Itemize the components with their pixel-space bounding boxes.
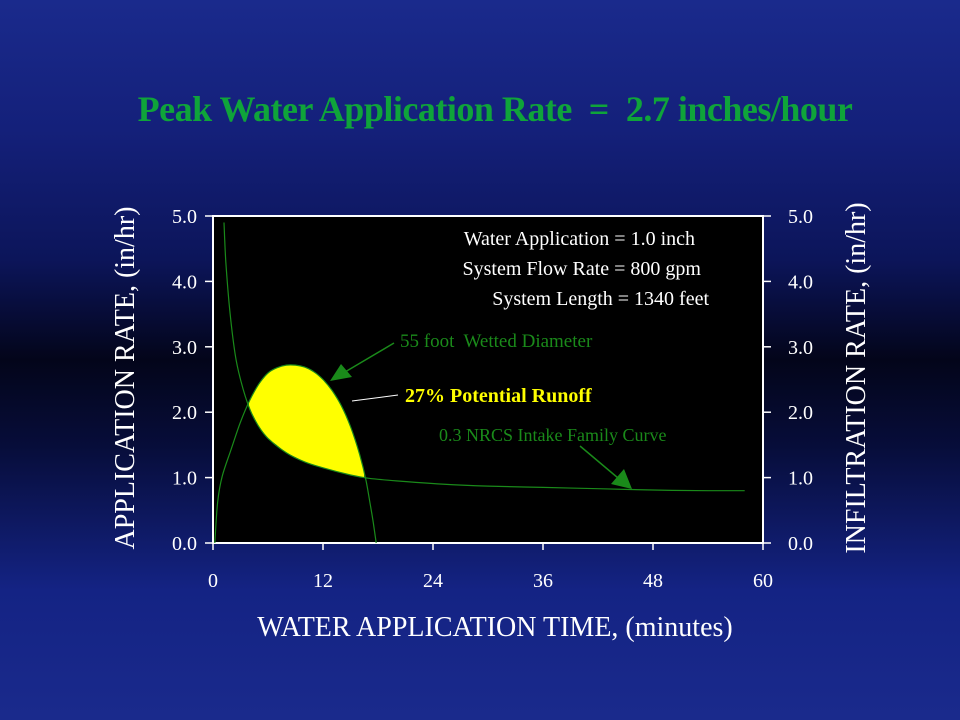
runoff-region bbox=[248, 365, 365, 478]
wetted-diameter-arrowhead bbox=[330, 364, 352, 381]
info-system-length: System Length = 1340 feet bbox=[492, 288, 709, 310]
y-left-tick-label: 2.0 bbox=[172, 402, 197, 424]
x-axis-ticks: 0 12 24 36 48 60 bbox=[208, 543, 773, 592]
slide-title: Peak Water Application Rate = 2.7 inches… bbox=[137, 89, 853, 129]
y-axis-right-ticks: 0.0 1.0 2.0 3.0 4.0 5.0 bbox=[763, 206, 813, 555]
info-water-application: Water Application = 1.0 inch bbox=[464, 228, 695, 250]
y-left-tick-label: 1.0 bbox=[172, 468, 197, 490]
x-tick-label: 36 bbox=[533, 570, 553, 592]
x-axis-label: WATER APPLICATION TIME, (minutes) bbox=[257, 612, 732, 643]
y-left-tick-label: 4.0 bbox=[172, 271, 197, 293]
y-right-tick-label: 4.0 bbox=[788, 271, 813, 293]
intake-family-arrow-line bbox=[579, 445, 619, 479]
y-axis-right-label: INFILTRATION RATE, (in/hr) bbox=[841, 202, 872, 553]
wetted-diameter-label: 55 foot Wetted Diameter bbox=[400, 331, 593, 352]
y-axis-left-label: APPLICATION RATE, (in/hr) bbox=[110, 207, 141, 550]
y-right-tick-label: 5.0 bbox=[788, 206, 813, 228]
runoff-pointer-line bbox=[351, 394, 399, 402]
intake-family-label: 0.3 NRCS Intake Family Curve bbox=[439, 425, 667, 445]
x-tick-label: 12 bbox=[313, 570, 333, 592]
y-left-tick-label: 5.0 bbox=[172, 206, 197, 228]
y-right-tick-label: 2.0 bbox=[788, 402, 813, 424]
wetted-diameter-arrow-line bbox=[344, 342, 395, 373]
y-left-tick-label: 0.0 bbox=[172, 533, 197, 555]
x-tick-label: 24 bbox=[423, 570, 443, 592]
y-left-tick-label: 3.0 bbox=[172, 337, 197, 359]
x-tick-label: 0 bbox=[208, 570, 218, 592]
intake-family-curve-line bbox=[223, 222, 745, 492]
y-right-tick-label: 1.0 bbox=[788, 468, 813, 490]
x-tick-label: 60 bbox=[753, 570, 773, 592]
runoff-label: 27% Potential Runoff bbox=[405, 385, 592, 407]
y-right-tick-label: 0.0 bbox=[788, 533, 813, 555]
y-axis-left-ticks: 0.0 1.0 2.0 3.0 4.0 5.0 bbox=[172, 206, 213, 555]
x-tick-label: 48 bbox=[643, 570, 663, 592]
wetted-diameter-curve-line bbox=[214, 364, 377, 544]
y-right-tick-label: 3.0 bbox=[788, 337, 813, 359]
intake-family-arrowhead bbox=[611, 469, 632, 489]
info-system-flow-rate: System Flow Rate = 800 gpm bbox=[462, 258, 701, 280]
